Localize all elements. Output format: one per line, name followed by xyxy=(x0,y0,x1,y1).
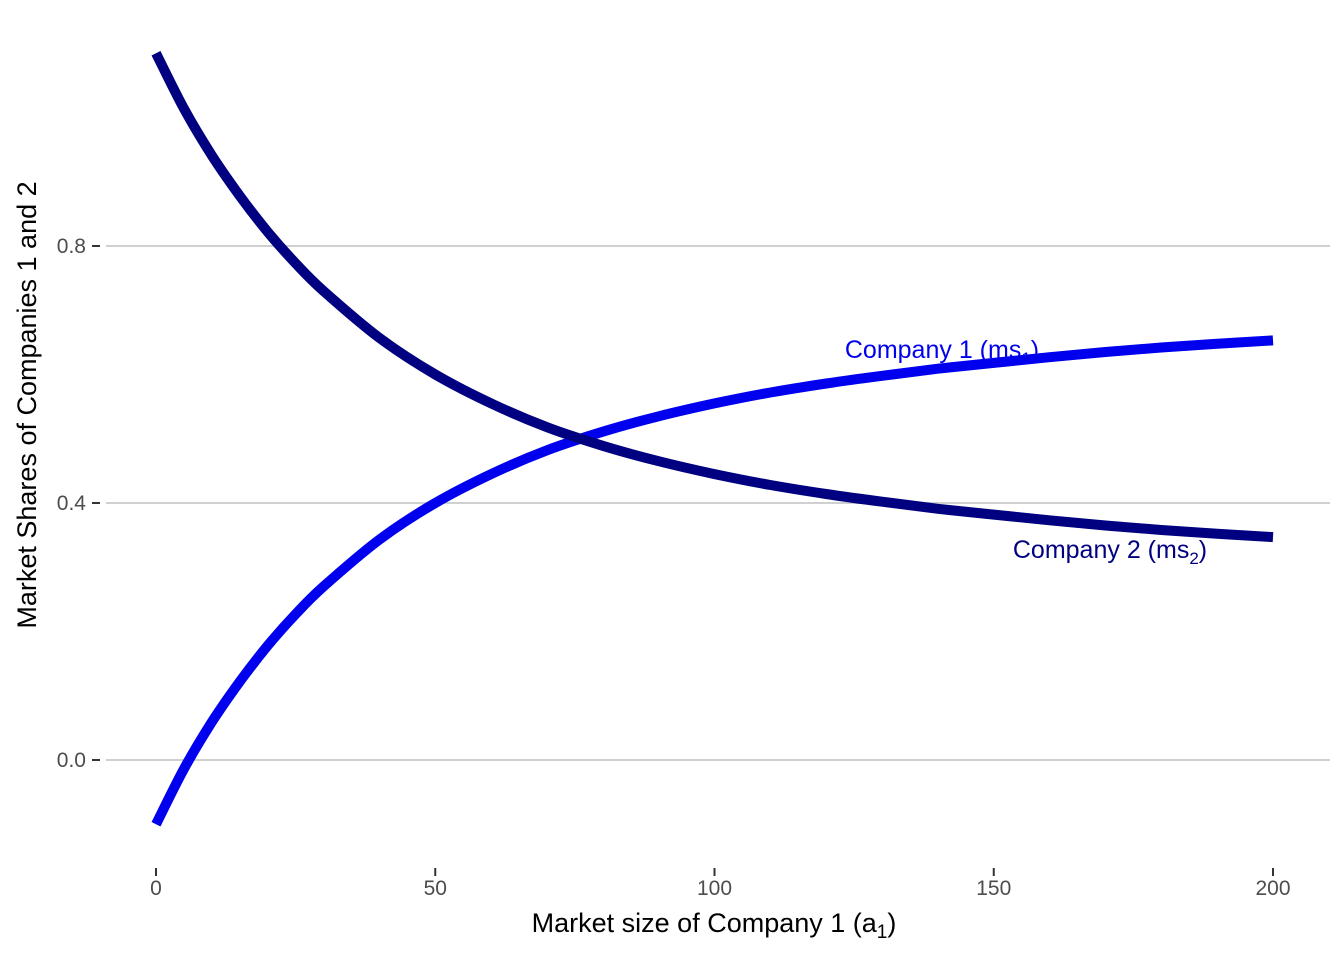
x-tick-label: 50 xyxy=(424,877,447,900)
y-tick-label: 0.8 xyxy=(57,235,86,258)
y-axis-title: Market Shares of Companies 1 and 2 xyxy=(12,181,42,628)
series-line-company-2 xyxy=(151,50,1274,543)
series-label-company-1: Company 1 (ms1) xyxy=(845,336,1039,368)
x-tick-label: 100 xyxy=(697,877,732,900)
x-tick-label: 0 xyxy=(150,877,162,900)
y-tick-label: 0.0 xyxy=(57,749,86,772)
y-tick-label: 0.4 xyxy=(57,492,87,515)
axis-ticks: 0.0 0.4 0.8 0 50 100 150 200 xyxy=(57,235,1291,900)
series-line-company-1 xyxy=(151,335,1274,827)
series-label-company-2: Company 2 (ms2) xyxy=(1013,536,1207,568)
x-tick-label: 150 xyxy=(976,877,1011,900)
x-tick-label: 200 xyxy=(1255,877,1290,900)
grid-lines xyxy=(106,245,1330,761)
series-labels: Company 1 (ms1) Company 2 (ms2) xyxy=(845,336,1207,568)
x-axis-title: Market size of Company 1 (a1) xyxy=(532,908,897,943)
series-lines xyxy=(151,50,1274,827)
